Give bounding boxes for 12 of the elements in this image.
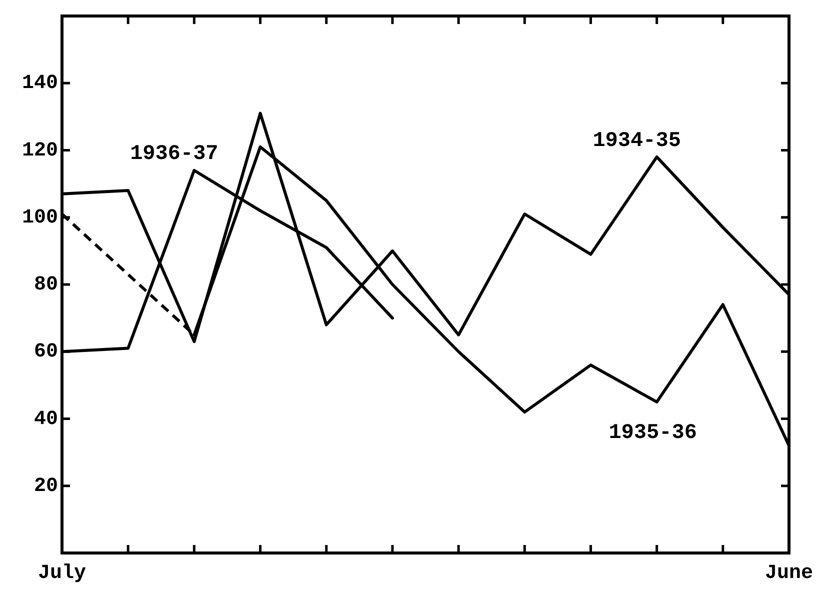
y-tick-label: 80 bbox=[34, 274, 58, 297]
y-tick-label: 140 bbox=[22, 72, 58, 96]
x-tick-label: July bbox=[38, 562, 86, 586]
y-tick-label: 40 bbox=[34, 408, 58, 431]
x-tick-label: June bbox=[764, 562, 814, 586]
series-label: 1935-36 bbox=[608, 422, 697, 445]
y-tick-label: 100 bbox=[22, 206, 58, 230]
series-label: 1936-37 bbox=[130, 143, 218, 166]
y-tick-label: 20 bbox=[34, 474, 58, 498]
series-label: 1934-35 bbox=[592, 130, 681, 153]
y-tick-label: 120 bbox=[22, 139, 58, 162]
y-tick-label: 60 bbox=[34, 340, 58, 364]
